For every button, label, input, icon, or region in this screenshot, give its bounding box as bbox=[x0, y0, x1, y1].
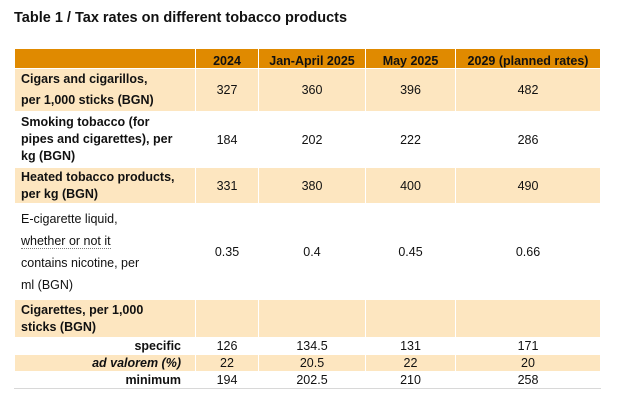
row-label-cigars: Cigars and cigarillos, per 1,000 sticks … bbox=[15, 69, 196, 112]
label-line: ml (BGN) bbox=[21, 274, 191, 296]
cell-value: 0.45 bbox=[366, 204, 456, 300]
cell-value: 400 bbox=[366, 168, 456, 204]
table-row-e-cigarette: E-cigarette liquid, whether or not it co… bbox=[15, 204, 601, 300]
cell-value: 490 bbox=[456, 168, 601, 204]
header-row: 2024 Jan-April 2025 May 2025 2029 (plann… bbox=[15, 49, 601, 69]
label-line: per 1,000 sticks (BGN) bbox=[21, 90, 191, 111]
cell-value: 184 bbox=[196, 112, 259, 168]
cell-value: 22 bbox=[366, 355, 456, 372]
table-row-smoking-tobacco: Smoking tobacco (for pipes and cigarette… bbox=[15, 112, 601, 168]
cell-value bbox=[259, 300, 366, 338]
label-line: kg (BGN) bbox=[21, 148, 191, 165]
subrow-label-minimum: minimum bbox=[15, 372, 196, 389]
label-line: contains nicotine, per bbox=[21, 252, 191, 274]
label-line: per kg (BGN) bbox=[21, 186, 191, 203]
row-label-heated-tobacco: Heated tobacco products, per kg (BGN) bbox=[15, 168, 196, 204]
header-cell-product bbox=[15, 49, 196, 69]
cell-value: 171 bbox=[456, 338, 601, 355]
cell-value: 126 bbox=[196, 338, 259, 355]
cell-value: 194 bbox=[196, 372, 259, 389]
row-label-e-cigarette: E-cigarette liquid, whether or not it co… bbox=[15, 204, 196, 300]
header-cell-2024: 2024 bbox=[196, 49, 259, 69]
cell-value bbox=[196, 300, 259, 338]
header-cell-2029: 2029 (planned rates) bbox=[456, 49, 601, 69]
cell-value: 202 bbox=[259, 112, 366, 168]
cell-value: 131 bbox=[366, 338, 456, 355]
cell-value: 222 bbox=[366, 112, 456, 168]
cell-value: 286 bbox=[456, 112, 601, 168]
cell-value: 134.5 bbox=[259, 338, 366, 355]
row-label-cigarettes: Cigarettes, per 1,000 sticks (BGN) bbox=[15, 300, 196, 338]
cell-value: 482 bbox=[456, 69, 601, 112]
label-line: Heated tobacco products, bbox=[21, 169, 191, 186]
cell-value: 20.5 bbox=[259, 355, 366, 372]
cell-value: 331 bbox=[196, 168, 259, 204]
cell-value: 0.4 bbox=[259, 204, 366, 300]
table-title: Table 1 / Tax rates on different tobacco… bbox=[14, 10, 347, 26]
cell-value: 0.66 bbox=[456, 204, 601, 300]
header-cell-may-2025: May 2025 bbox=[366, 49, 456, 69]
cell-value: 210 bbox=[366, 372, 456, 389]
subrow-label-specific: specific bbox=[15, 338, 196, 355]
header-cell-jan-april-2025: Jan-April 2025 bbox=[259, 49, 366, 69]
label-line: Smoking tobacco (for bbox=[21, 114, 191, 131]
cell-value: 380 bbox=[259, 168, 366, 204]
table-row-cigarettes-ad-valorem: ad valorem (%) 22 20.5 22 20 bbox=[15, 355, 601, 372]
label-line: Cigarettes, per 1,000 bbox=[21, 302, 191, 319]
cell-value: 360 bbox=[259, 69, 366, 112]
label-line: Cigars and cigarillos, bbox=[21, 69, 191, 90]
cell-value bbox=[366, 300, 456, 338]
cell-value: 327 bbox=[196, 69, 259, 112]
cell-value: 396 bbox=[366, 69, 456, 112]
cell-value: 258 bbox=[456, 372, 601, 389]
subrow-label-ad-valorem: ad valorem (%) bbox=[15, 355, 196, 372]
cell-value: 22 bbox=[196, 355, 259, 372]
label-line-text: whether or not it bbox=[21, 234, 111, 249]
cell-value bbox=[456, 300, 601, 338]
label-line: E-cigarette liquid, bbox=[21, 208, 191, 230]
label-line: whether or not it bbox=[21, 230, 191, 252]
table-row-cigarettes: Cigarettes, per 1,000 sticks (BGN) bbox=[15, 300, 601, 338]
cell-value: 202.5 bbox=[259, 372, 366, 389]
label-line: pipes and cigarettes), per bbox=[21, 131, 191, 148]
table-row-cigars: Cigars and cigarillos, per 1,000 sticks … bbox=[15, 69, 601, 112]
table-row-heated-tobacco: Heated tobacco products, per kg (BGN) 33… bbox=[15, 168, 601, 204]
cell-value: 0.35 bbox=[196, 204, 259, 300]
cell-value: 20 bbox=[456, 355, 601, 372]
row-label-smoking-tobacco: Smoking tobacco (for pipes and cigarette… bbox=[15, 112, 196, 168]
table-row-cigarettes-minimum: minimum 194 202.5 210 258 bbox=[15, 372, 601, 389]
table-row-cigarettes-specific: specific 126 134.5 131 171 bbox=[15, 338, 601, 355]
label-line: sticks (BGN) bbox=[21, 319, 191, 336]
tax-rates-table: 2024 Jan-April 2025 May 2025 2029 (plann… bbox=[14, 48, 601, 389]
